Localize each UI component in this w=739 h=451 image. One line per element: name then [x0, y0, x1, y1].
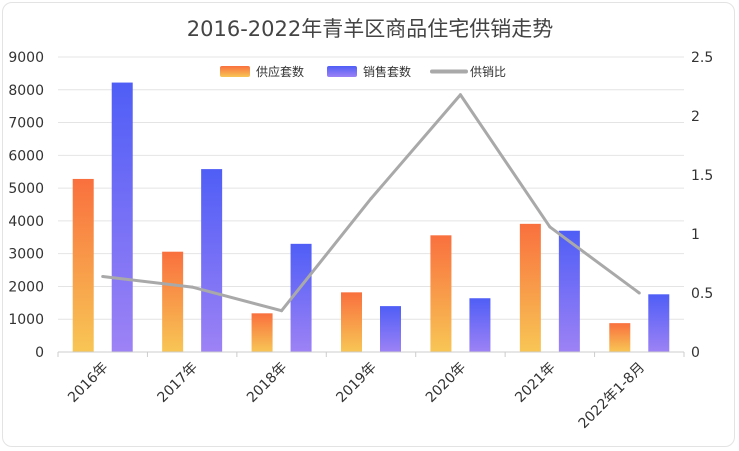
y-left-tick-label: 0 [35, 345, 44, 361]
bar-supply [72, 178, 94, 352]
y-left-tick-label: 5000 [8, 181, 44, 197]
bar-sales [111, 82, 133, 353]
ratio-point [280, 309, 284, 313]
x-tick-label: 2017年 [155, 360, 201, 406]
ratio-point [369, 197, 373, 201]
y-right-tick-label: 2.5 [691, 50, 713, 66]
x-tick-label: 2019年 [333, 360, 379, 406]
legend: 供应套数 销售套数 供销比 [220, 64, 506, 79]
bar-sales [380, 306, 401, 352]
legend-label-ratio: 供销比 [470, 65, 506, 79]
bar-sales [290, 243, 312, 352]
y-left-tick-label: 2000 [8, 279, 44, 295]
bar-sales [648, 294, 670, 352]
y-right-tick-label: 1 [691, 227, 700, 243]
ratio-point [101, 274, 105, 278]
x-tick-label: 2021年 [512, 360, 558, 406]
y-right-tick-label: 0.5 [691, 286, 713, 302]
ratio-point [548, 225, 552, 229]
x-tick-label: 2022年1-8月 [576, 360, 648, 432]
y-left-tick-label: 1000 [8, 312, 44, 328]
x-tick-label: 2020年 [423, 360, 469, 406]
y-left-tick-label: 7000 [8, 116, 44, 132]
y-right-tick-label: 0 [691, 345, 700, 361]
ratio-point [637, 291, 641, 295]
x-tick-label: 2018年 [244, 360, 290, 406]
y-left-tick-label: 3000 [8, 247, 44, 263]
y-left-tick-label: 9000 [8, 50, 44, 66]
ratio-line [102, 93, 641, 313]
chart-title: 2016-2022年青羊区商品住宅供销走势 [187, 17, 553, 41]
y-right-tick-label: 1.5 [691, 168, 713, 184]
legend-label-supply: 供应套数 [256, 64, 304, 79]
bar-supply [430, 235, 452, 352]
ratio-point [190, 285, 194, 289]
ratio-point [458, 93, 462, 97]
legend-swatch-supply [220, 66, 250, 77]
legend-swatch-sales [327, 66, 357, 77]
bar-supply [609, 323, 631, 352]
x-tick-label: 2016年 [65, 360, 111, 406]
legend-label-sales: 销售套数 [363, 64, 411, 79]
y-left-tick-label: 8000 [8, 83, 44, 99]
bar-sales [469, 298, 491, 352]
bar-supply [341, 292, 362, 352]
bar-sales [201, 169, 223, 352]
y-left-tick-label: 6000 [8, 148, 44, 164]
bar-supply [519, 223, 541, 352]
bar-supply [162, 251, 184, 352]
bar-sales [558, 230, 580, 352]
y-right-tick-label: 2 [691, 109, 700, 125]
bar-supply [251, 313, 273, 352]
y-left-tick-label: 4000 [8, 214, 44, 230]
